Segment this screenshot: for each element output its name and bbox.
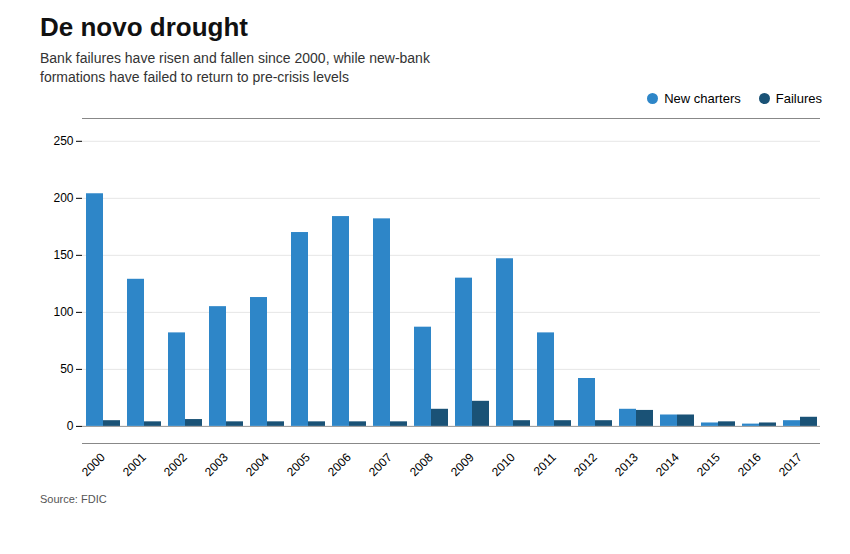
svg-text:2011: 2011 (531, 450, 559, 478)
svg-text:2006: 2006 (325, 450, 354, 479)
html-text:Bank failures have risen and f: Bank failures have risen and fallen sinc… (40, 50, 430, 85)
svg-text:2000: 2000 (79, 450, 108, 479)
svg-text:0: 0 (67, 419, 74, 433)
svg-text:2010: 2010 (489, 450, 518, 479)
svg-text:2014: 2014 (653, 450, 682, 479)
svg-text:2009: 2009 (448, 450, 477, 479)
svg-text:200: 200 (53, 191, 73, 205)
svg-text:2017: 2017 (776, 450, 805, 479)
html-text:Failures: Failures (775, 90, 822, 106)
svg-text:2001: 2001 (120, 450, 149, 479)
svg-text:2002: 2002 (161, 450, 190, 479)
svg-text:2012: 2012 (571, 450, 600, 479)
html-text:De novo drought: De novo drought (40, 12, 248, 42)
svg-text:150: 150 (53, 248, 73, 262)
svg-text:2003: 2003 (202, 450, 231, 479)
svg-text:2008: 2008 (407, 450, 436, 479)
html-text:Source: FDIC: Source: FDIC (40, 492, 107, 505)
svg-text:2013: 2013 (612, 450, 641, 479)
svg-text:2005: 2005 (284, 450, 313, 479)
svg-text:2015: 2015 (694, 450, 723, 479)
svg-text:100: 100 (53, 305, 73, 319)
svg-text:250: 250 (53, 134, 73, 148)
svg-text:50: 50 (60, 362, 74, 376)
html-text:New charters: New charters (664, 90, 741, 106)
svg-text:2004: 2004 (243, 450, 272, 479)
svg-text:2016: 2016 (735, 450, 764, 479)
svg-text:2007: 2007 (366, 450, 395, 479)
